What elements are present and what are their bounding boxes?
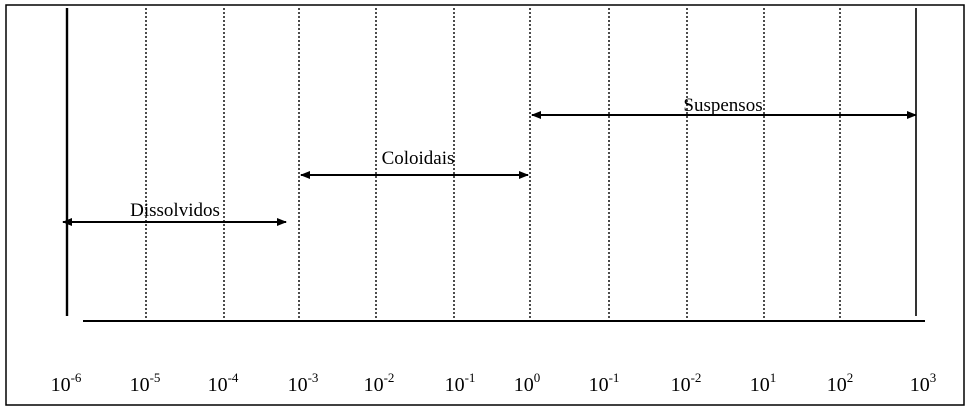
tick-label: 10-1 bbox=[445, 370, 476, 396]
tick-label: 10-1 bbox=[589, 370, 620, 396]
tick-label: 100 bbox=[514, 370, 541, 396]
tick-label: 10-6 bbox=[51, 370, 82, 396]
range-label: Coloidais bbox=[382, 148, 455, 169]
tick-label: 10-4 bbox=[208, 370, 239, 396]
tick-label: 102 bbox=[827, 370, 854, 396]
tick-label: 101 bbox=[750, 370, 777, 396]
diagram-frame bbox=[5, 4, 965, 406]
range-label: Dissolvidos bbox=[130, 200, 220, 221]
tick-label: 103 bbox=[910, 370, 937, 396]
tick-label: 10-2 bbox=[671, 370, 702, 396]
tick-label: 10-3 bbox=[288, 370, 319, 396]
range-arrows bbox=[62, 111, 917, 226]
grid-lines bbox=[65, 8, 917, 318]
tick-label: 10-5 bbox=[130, 370, 161, 396]
range-labels: Dissolvidos Coloidais Suspensos bbox=[130, 95, 762, 221]
tick-labels: 10-6 10-5 10-4 10-3 10-2 10-1 100 10-1 10-2 101 10… bbox=[51, 370, 937, 396]
range-label: Suspensos bbox=[683, 95, 762, 116]
tick-label: 10-2 bbox=[364, 370, 395, 396]
